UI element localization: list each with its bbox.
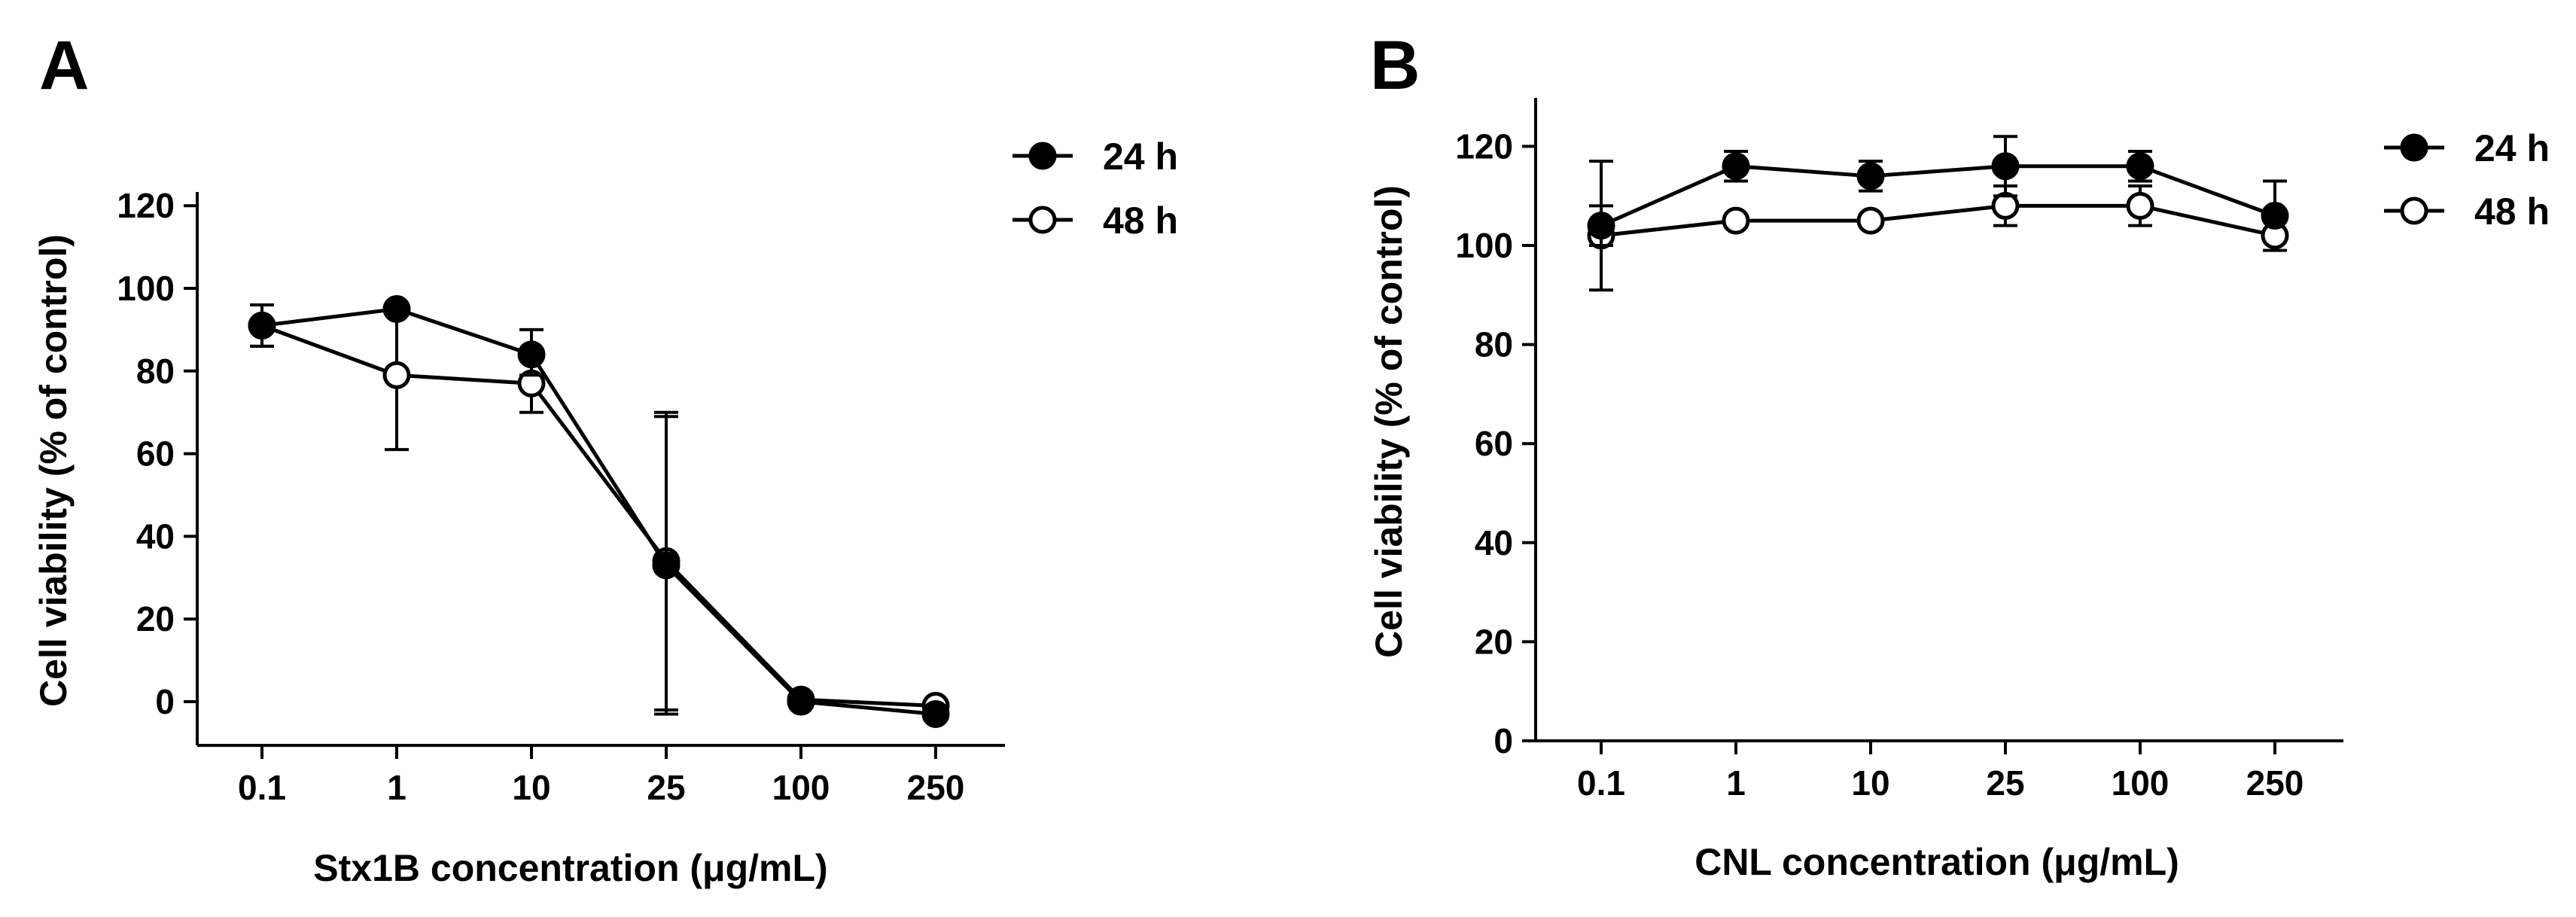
panel-b-line-24h bbox=[1600, 164, 2276, 227]
panel-a-line-24h bbox=[261, 306, 936, 716]
panel-a-line-48h bbox=[261, 324, 936, 708]
panel-a-y-tick-label: 120 bbox=[117, 186, 175, 225]
panel-b-x-tick-label: 250 bbox=[2246, 763, 2304, 803]
panel-a-point-24h bbox=[517, 340, 546, 369]
panel-a-legend-label-48h: 48 h bbox=[1103, 200, 1178, 242]
panel-b-point-24h bbox=[1722, 152, 1750, 181]
panel-b-y-axis-title: Cell viability (% of control) bbox=[1368, 185, 1410, 658]
panel-b-y-tick-label: 80 bbox=[1475, 325, 1513, 364]
panel-a-y-tick-label: 100 bbox=[117, 269, 175, 308]
panel-a-legend-marker-24h bbox=[1028, 142, 1057, 170]
panel-a-point-24h bbox=[787, 687, 815, 716]
panel-a-x-tick-label: 25 bbox=[647, 768, 685, 807]
panel-b-point-24h bbox=[1856, 162, 1885, 190]
panel-b-point-48h bbox=[1856, 206, 1885, 235]
panel-b-x-tick-label: 10 bbox=[1851, 763, 1889, 803]
panel-b-x-axis-title: CNL concentration (μg/mL) bbox=[1694, 841, 2179, 883]
panel-b-chart: B 0 20 40 60 80 100 120 0.1 1 10 25 100 250 CNL concen… bbox=[1368, 27, 2550, 883]
panel-b-point-48h bbox=[1722, 206, 1750, 235]
panel-a-y-tick-label: 40 bbox=[136, 516, 175, 556]
panel-b-y-tick-label: 60 bbox=[1475, 424, 1513, 463]
panel-a-point-24h bbox=[921, 699, 950, 728]
panel-a-point-48h bbox=[382, 361, 411, 389]
panel-b-y-tick-label: 0 bbox=[1494, 721, 1513, 760]
panel-b-point-24h bbox=[2126, 152, 2154, 181]
panel-b-x-tick-label: 1 bbox=[1726, 763, 1746, 803]
panel-a-y-axis-title: Cell viability (% of control) bbox=[32, 234, 75, 707]
panel-b-letter: B bbox=[1370, 27, 1420, 104]
panel-a-letter: A bbox=[39, 27, 89, 104]
panel-b-legend-marker-24h bbox=[2400, 133, 2428, 162]
panel-b-line-48h bbox=[1600, 203, 2276, 238]
panel-b-y-tick-label: 120 bbox=[1455, 126, 1513, 166]
panel-a-x-tick-label: 0.1 bbox=[238, 768, 286, 807]
panel-a-y-tick-label: 20 bbox=[136, 599, 175, 638]
panel-a-y-tick-label: 60 bbox=[136, 434, 175, 474]
panel-b-legend-label-48h: 48 h bbox=[2474, 190, 2550, 233]
panel-a-legend-label-24h: 24 h bbox=[1103, 136, 1178, 178]
panel-a-y-tick-label: 0 bbox=[155, 682, 175, 721]
panel-b-y-tick-label: 100 bbox=[1455, 226, 1513, 265]
panel-b-point-24h bbox=[2261, 202, 2289, 230]
panel-a-point-24h bbox=[652, 551, 681, 580]
panel-a-x-tick-label: 100 bbox=[772, 768, 830, 807]
panel-b-point-48h bbox=[2126, 191, 2154, 220]
panel-a-x-tick-label: 10 bbox=[512, 768, 550, 807]
panel-b-y-tick-label: 20 bbox=[1475, 622, 1513, 661]
panel-b-x-tick-label: 0.1 bbox=[1577, 763, 1625, 803]
panel-a-y-tick-label: 80 bbox=[136, 352, 175, 391]
panel-b-legend-label-24h: 24 h bbox=[2474, 127, 2550, 169]
panel-a-x-axis-title: Stx1B concentration (μg/mL) bbox=[313, 847, 827, 889]
panel-a-point-24h bbox=[248, 311, 276, 340]
panel-b-legend-marker-48h bbox=[2400, 196, 2428, 225]
panel-a-point-24h bbox=[382, 294, 411, 323]
panel-b-point-24h bbox=[1991, 152, 2020, 181]
panel-b-point-24h bbox=[1587, 212, 1615, 240]
panel-a-x-tick-label: 1 bbox=[387, 768, 406, 807]
panel-a-legend-marker-48h bbox=[1028, 206, 1057, 234]
panel-b-x-tick-label: 25 bbox=[1986, 763, 2024, 803]
panel-a-chart: A 0 20 40 60 80 100 120 0.1 1 10 25 100 250 Stx1B conc… bbox=[32, 27, 1178, 889]
panel-b-x-tick-label: 100 bbox=[2112, 763, 2170, 803]
panel-b-y-tick-label: 40 bbox=[1475, 523, 1513, 562]
panel-a-x-tick-label: 250 bbox=[907, 768, 965, 807]
